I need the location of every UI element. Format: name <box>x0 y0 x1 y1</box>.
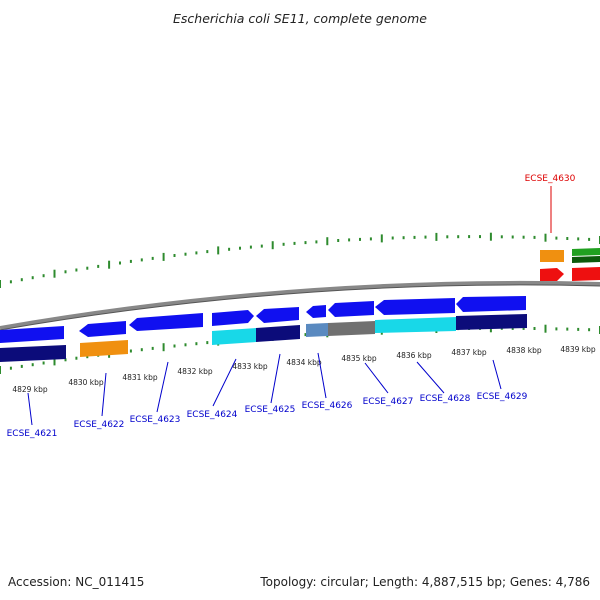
scale-labels: 4829 kbp 4830 kbp 4831 kbp 4832 kbp 4833… <box>12 345 596 394</box>
gene-block[interactable] <box>375 317 456 333</box>
gene-arrow[interactable] <box>256 307 299 323</box>
gene-block[interactable] <box>572 256 600 263</box>
genome-backbone-shade <box>0 284 600 331</box>
scale-label: 4835 kbp <box>341 354 377 363</box>
scale-label: 4829 kbp <box>12 385 48 394</box>
gene-arrow[interactable] <box>212 310 254 326</box>
gene-arrow[interactable] <box>572 267 600 281</box>
leader-line <box>416 361 445 394</box>
scale-label: 4836 kbp <box>396 351 432 360</box>
gene-arrow[interactable] <box>0 326 64 343</box>
gene-label-ecse-4625[interactable]: ECSE_4625 <box>245 405 296 415</box>
gene-block[interactable] <box>456 314 527 330</box>
gene-arrow[interactable] <box>572 248 600 256</box>
scale-label: 4837 kbp <box>451 348 487 357</box>
scale-label: 4831 kbp <box>122 373 158 382</box>
leader-line <box>492 359 502 390</box>
gene-label-ecse-4630[interactable]: ECSE_4630 <box>525 174 576 184</box>
map-title: Escherichia coli SE11, complete genome <box>173 11 427 26</box>
accession-text: Accession: NC_011415 <box>8 575 144 589</box>
gene-label-ecse-4628[interactable]: ECSE_4628 <box>420 394 471 404</box>
gene-track-forward <box>0 267 600 343</box>
gene-track-class <box>0 314 527 362</box>
gene-arrow[interactable] <box>79 321 126 337</box>
gene-block[interactable] <box>80 340 128 357</box>
leader-line <box>212 358 237 407</box>
scale-label: 4834 kbp <box>286 358 322 367</box>
gene-arrow[interactable] <box>456 296 526 312</box>
scale-label: 4830 kbp <box>68 378 104 387</box>
gene-block[interactable] <box>0 345 66 362</box>
gene-label-ecse-4624[interactable]: ECSE_4624 <box>187 410 238 420</box>
gene-arrow[interactable] <box>328 301 374 317</box>
gene-arrow[interactable] <box>375 298 455 315</box>
leader-line <box>270 353 281 404</box>
gene-arrow[interactable] <box>540 268 564 281</box>
leader-line <box>317 352 327 399</box>
gene-labels: ECSE_4621 ECSE_4622 ECSE_4623 ECSE_4624 … <box>7 174 576 439</box>
gene-block[interactable] <box>328 321 375 336</box>
leader-line <box>364 362 389 394</box>
genome-backbone <box>0 280 600 330</box>
genome-summary-text: Topology: circular; Length: 4,887,515 bp… <box>259 575 590 589</box>
gene-block[interactable] <box>306 323 328 337</box>
outer-tick-track <box>0 232 600 288</box>
gene-label-ecse-4623[interactable]: ECSE_4623 <box>130 415 181 425</box>
gene-label-ecse-4629[interactable]: ECSE_4629 <box>477 392 528 402</box>
gene-arrow[interactable] <box>129 313 203 331</box>
gene-block[interactable] <box>212 328 256 345</box>
leader-lines <box>27 186 552 426</box>
scale-label: 4833 kbp <box>232 362 268 371</box>
gene-block[interactable] <box>540 250 564 262</box>
gene-arrow[interactable] <box>306 305 326 318</box>
gene-label-ecse-4627[interactable]: ECSE_4627 <box>363 397 414 407</box>
gene-label-ecse-4621[interactable]: ECSE_4621 <box>7 429 58 439</box>
gene-block[interactable] <box>256 325 300 342</box>
gene-label-ecse-4626[interactable]: ECSE_4626 <box>302 401 353 411</box>
scale-label: 4839 kbp <box>560 345 596 354</box>
leader-line <box>101 372 107 417</box>
gene-track-outer <box>540 248 600 263</box>
scale-label: 4832 kbp <box>177 367 213 376</box>
scale-label: 4838 kbp <box>506 346 542 355</box>
leader-line <box>156 361 169 413</box>
gene-label-ecse-4622[interactable]: ECSE_4622 <box>74 420 125 430</box>
leader-line <box>27 392 33 426</box>
